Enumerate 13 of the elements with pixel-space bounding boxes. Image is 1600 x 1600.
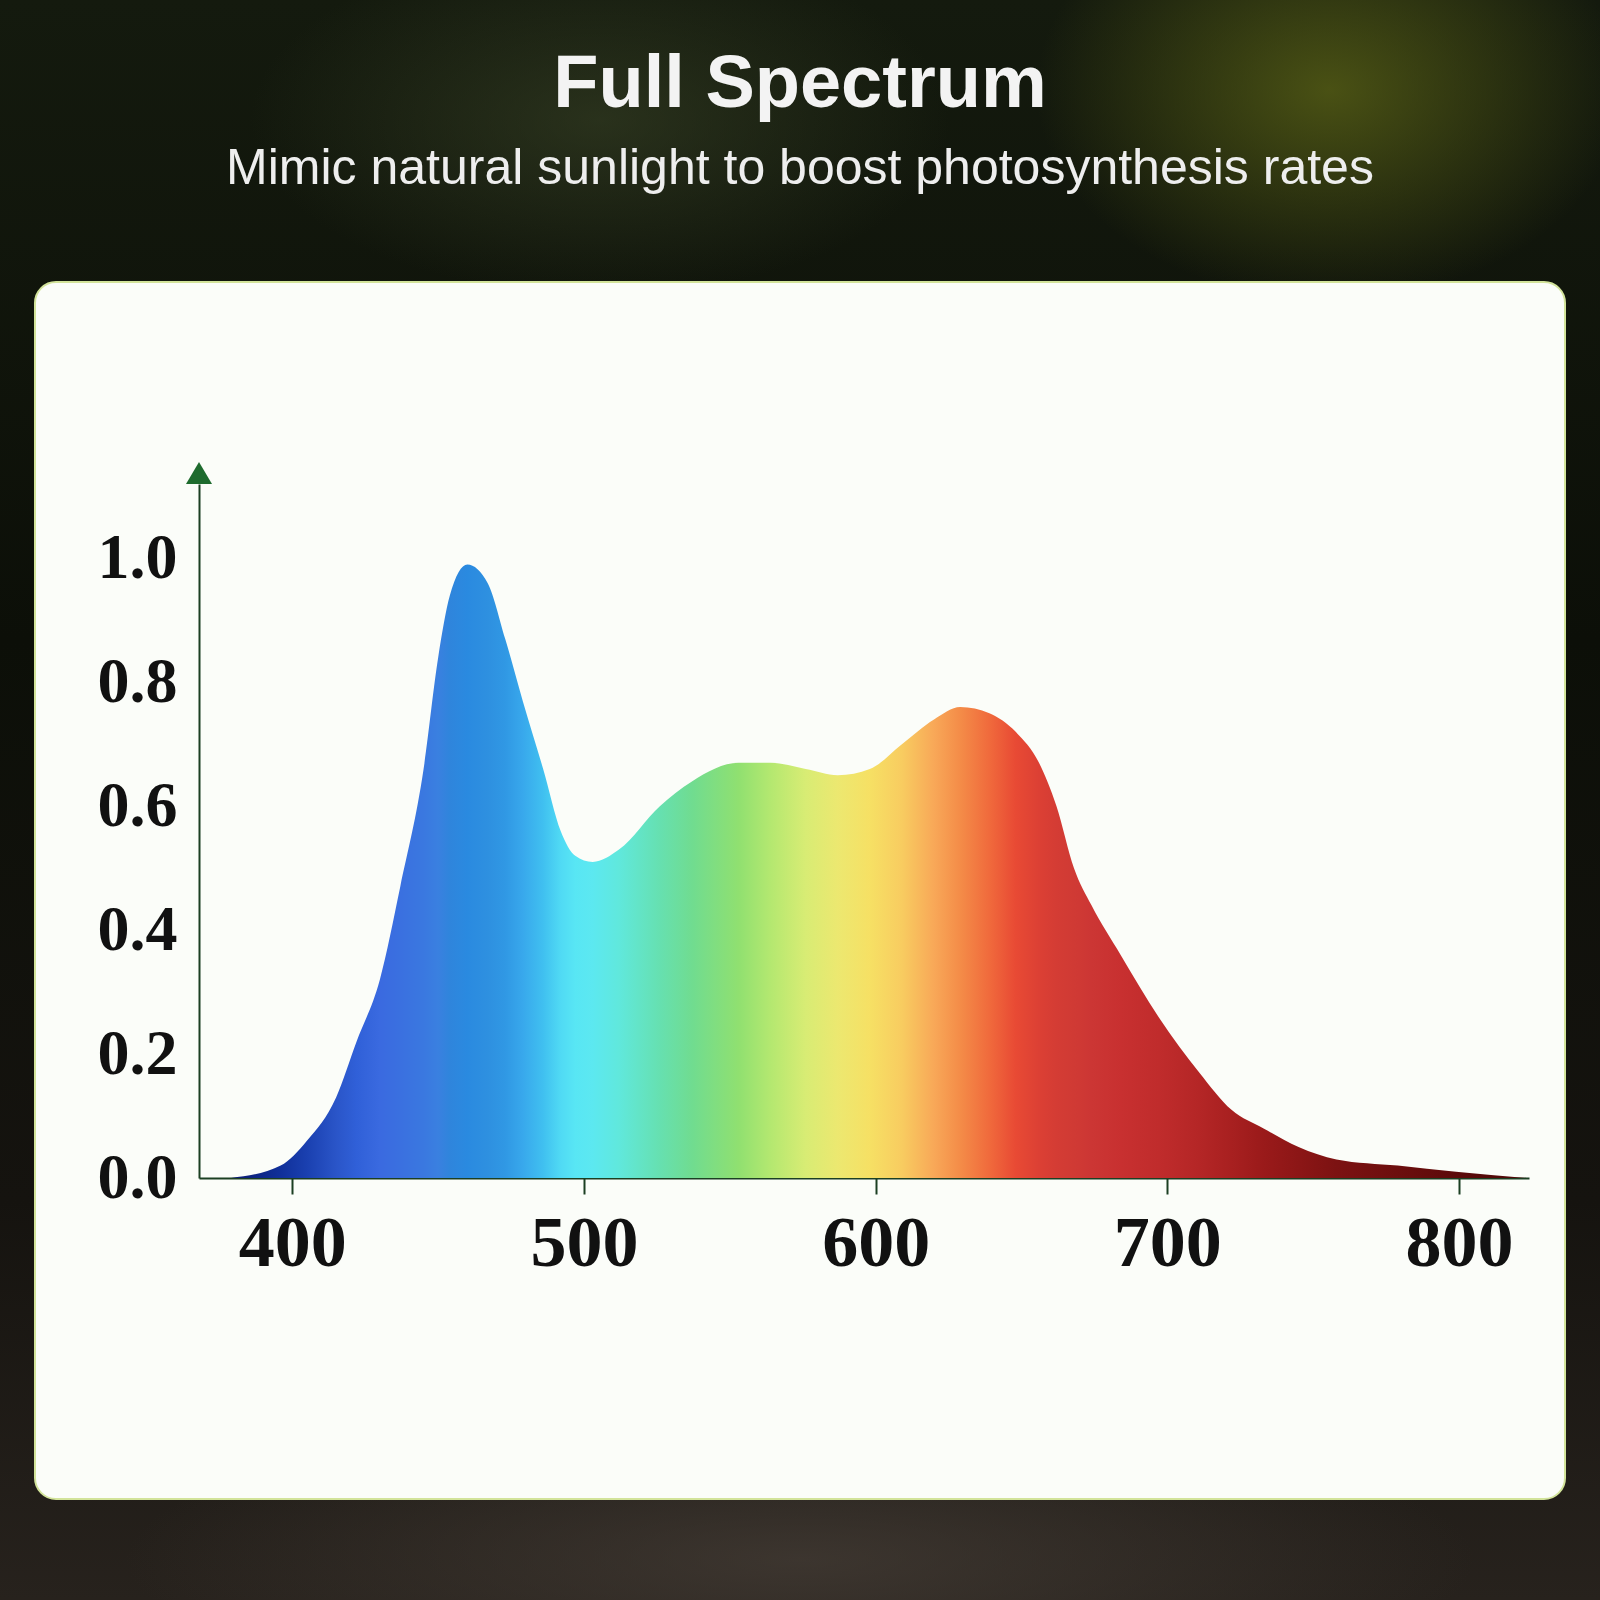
chart-subtitle: Mimic natural sunlight to boost photosynthesis rates (225, 138, 1375, 197)
x-tick-label: 500 (530, 1201, 639, 1282)
y-tick-label: 1.0 (97, 520, 178, 592)
y-tick-label: 0.0 (97, 1140, 178, 1212)
x-tick-label: 700 (1113, 1201, 1222, 1282)
y-tick-label: 0.4 (97, 892, 178, 964)
y-tick-label: 0.2 (97, 1016, 178, 1088)
x-tick-label: 800 (1405, 1201, 1514, 1282)
x-tick-label: 400 (238, 1201, 347, 1282)
y-tick-label: 0.8 (97, 644, 178, 716)
chart-title: Full Spectrum (552, 40, 1048, 124)
x-tick-label: 600 (822, 1201, 931, 1282)
y-tick-label: 0.6 (97, 768, 178, 840)
